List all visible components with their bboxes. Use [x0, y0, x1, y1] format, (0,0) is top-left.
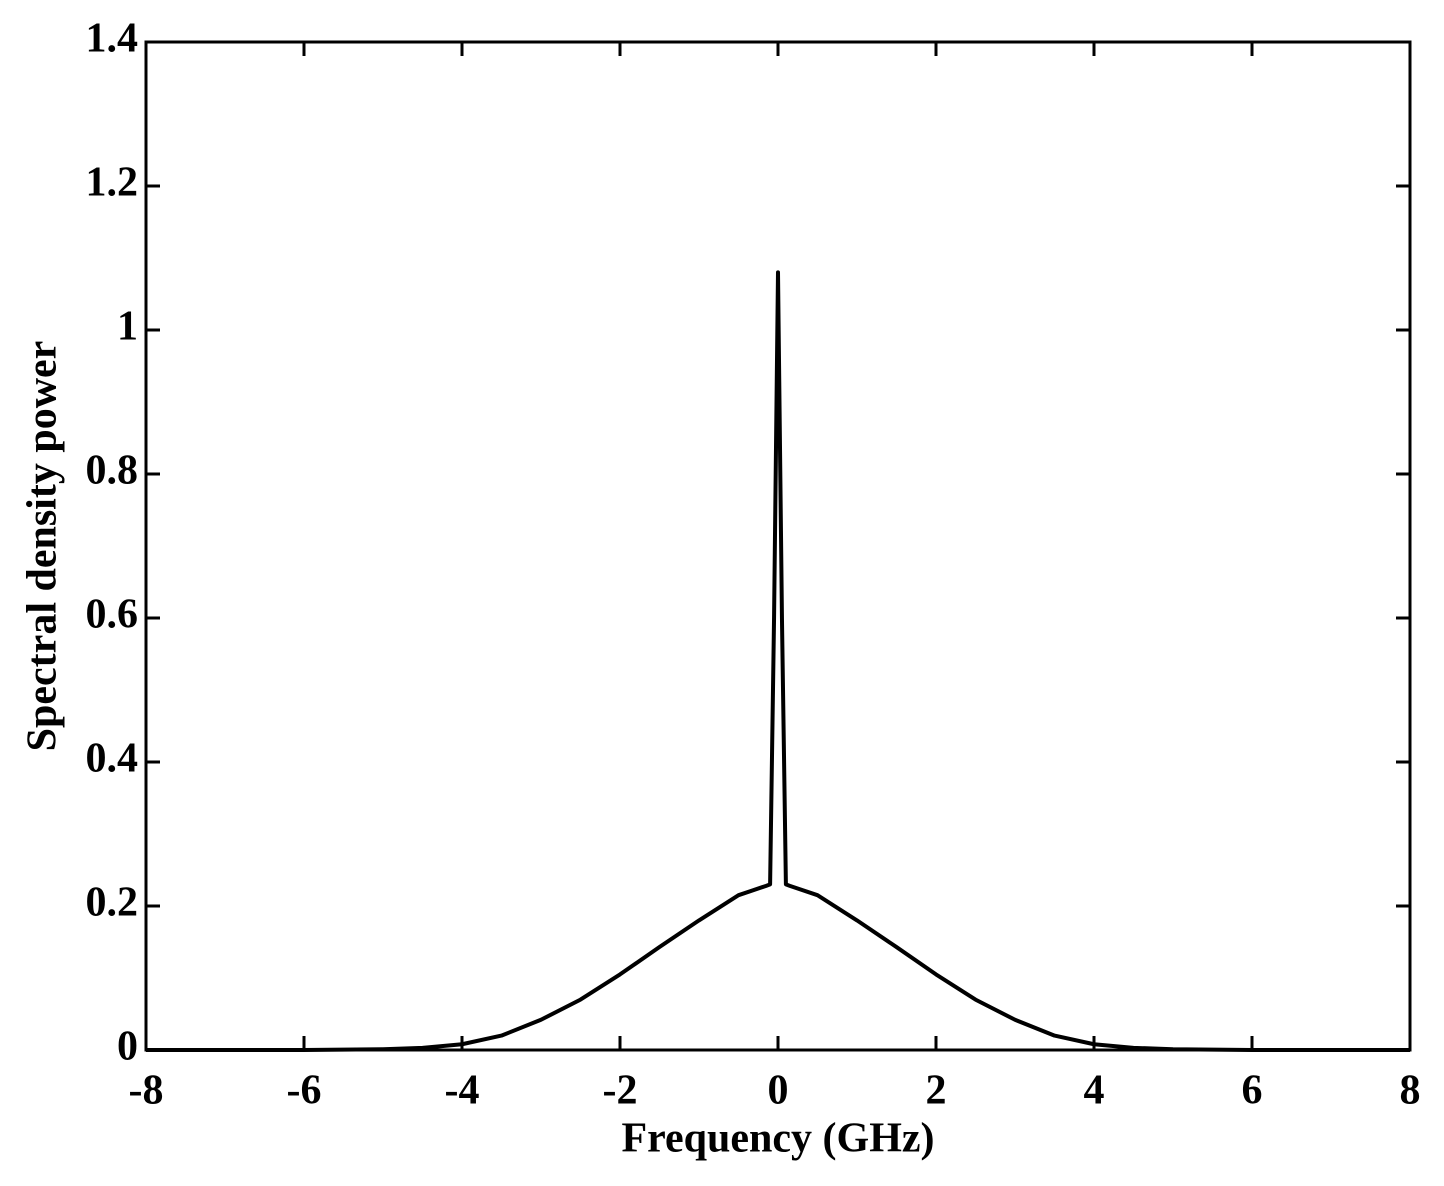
x-tick-label: 8 — [1400, 1068, 1421, 1114]
plot-frame — [144, 40, 1412, 1052]
y-tick-label: 0.4 — [86, 736, 139, 782]
y-tick-label: 0.2 — [86, 880, 139, 926]
x-axis-label: Frequency (GHz) — [622, 1116, 935, 1162]
x-tick-label: 4 — [1084, 1068, 1105, 1114]
y-axis-label: Spectral density power — [20, 341, 66, 752]
y-tick-label: 0.8 — [86, 448, 139, 494]
y-tick-label: 1.4 — [86, 16, 139, 62]
x-tick-label: -8 — [129, 1068, 164, 1114]
y-tick-label: 0.6 — [86, 592, 139, 638]
x-tick-label: -4 — [445, 1068, 480, 1114]
x-tick-label: 0 — [768, 1068, 789, 1114]
y-tick-label: 1 — [117, 304, 138, 350]
x-tick-label: -2 — [603, 1068, 638, 1114]
x-tick-label: -6 — [287, 1068, 322, 1114]
y-tick-label: 0 — [117, 1024, 138, 1070]
x-tick-label: 2 — [926, 1068, 947, 1114]
data-line — [146, 270, 1410, 1052]
y-tick-label: 1.2 — [86, 160, 139, 206]
x-tick-label: 6 — [1242, 1068, 1263, 1114]
